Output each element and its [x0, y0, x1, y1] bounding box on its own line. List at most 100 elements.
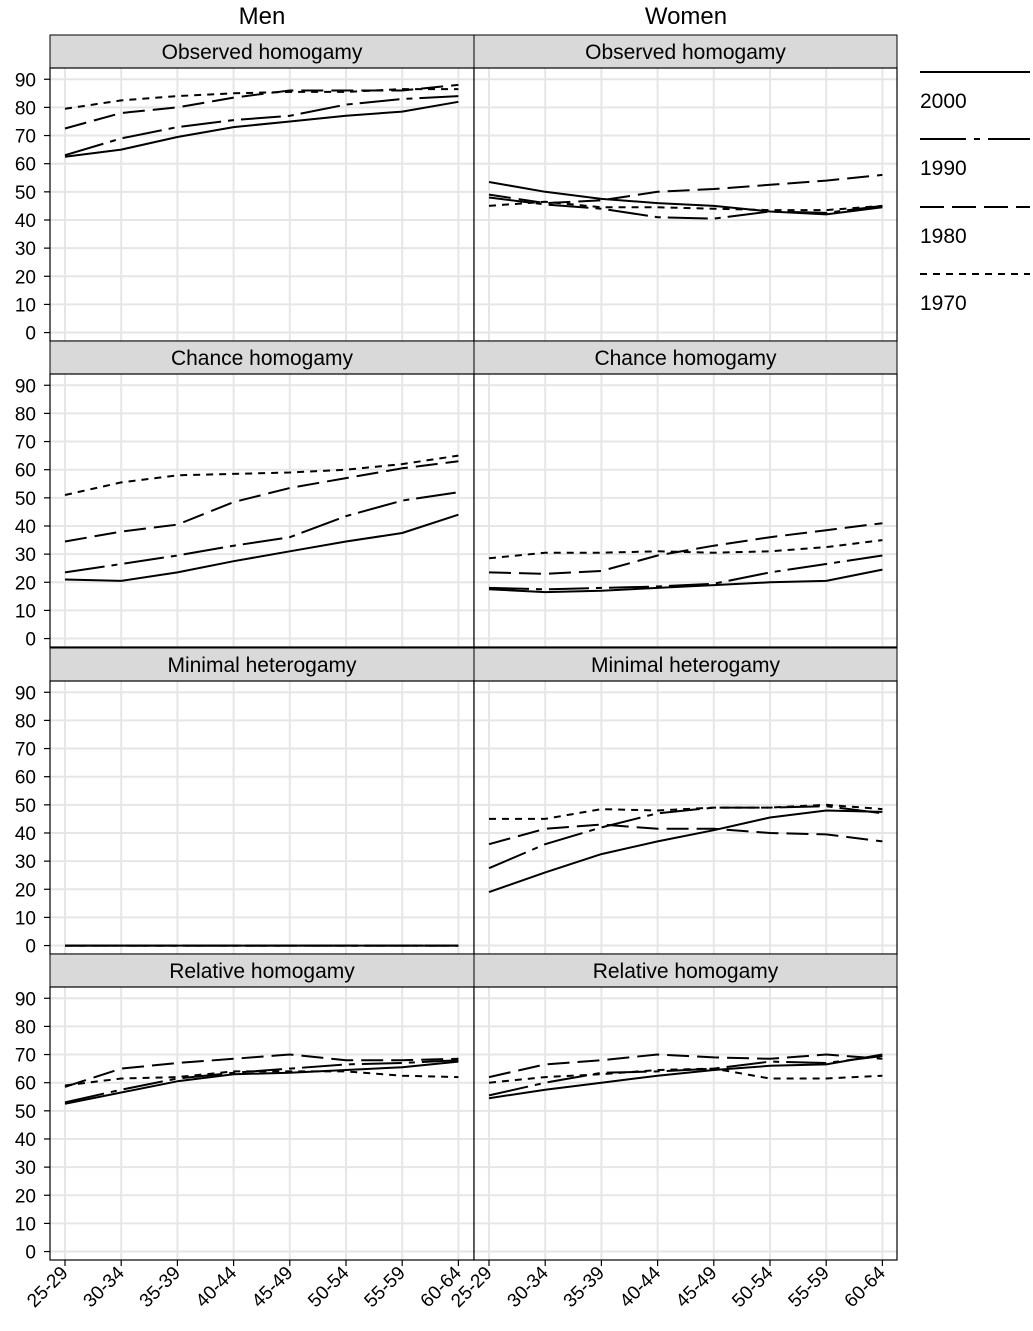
- legend-label-2000: 2000: [920, 90, 967, 113]
- y-tick-label: 30: [15, 1158, 36, 1179]
- panel-chance-homogamy-men: Chance homogamy: [49, 340, 475, 648]
- x-axis: 25-29 30-34 35-39 40-44 45-49 50-54 55-59 60-64…: [23, 1260, 890, 1312]
- y-tick-label: 80: [15, 711, 36, 732]
- series-line-1970: [64, 1070, 459, 1087]
- series-line-1980: [488, 1053, 883, 1079]
- x-tick-label: 45-49: [672, 1263, 721, 1312]
- series-line-1980: [488, 522, 883, 575]
- panel-title: Chance homogamy: [171, 347, 354, 370]
- legend-label-1970: 1970: [920, 292, 967, 315]
- series-line-1980: [64, 1053, 459, 1088]
- series-line-1990: [64, 95, 459, 157]
- y-tick-label: 90: [15, 376, 36, 397]
- panel-title: Minimal heterogamy: [591, 654, 781, 677]
- x-tick-label: 35-39: [136, 1263, 185, 1312]
- plot-area: [50, 68, 474, 341]
- y-tick-label: 20: [15, 267, 36, 288]
- y-tick-label: 70: [15, 740, 36, 761]
- panel-strip: [49, 647, 475, 682]
- y-tick-label: 90: [15, 683, 36, 704]
- panel-grid: Observed homogamy Observed homogamy Chance…: [49, 34, 898, 1261]
- y-tick-label: 0: [25, 324, 36, 345]
- y-tick-label: 60: [15, 768, 36, 789]
- y-tick-label: 50: [15, 489, 36, 510]
- series-line-2000: [488, 568, 883, 594]
- y-tick-label: 0: [25, 630, 36, 651]
- series-line-1990: [488, 805, 883, 870]
- y-tick-label: 60: [15, 155, 36, 176]
- panel-strip: [473, 340, 898, 375]
- y-tick-label: 80: [15, 404, 36, 425]
- panel-title: Relative homogamy: [593, 960, 779, 983]
- panel-border: [473, 986, 898, 1261]
- series-line-1970: [488, 200, 883, 212]
- panel-relative-homogamy-women: Relative homogamy: [473, 953, 898, 1261]
- y-tick-label: 30: [15, 239, 36, 260]
- y-tick-label: 50: [15, 796, 36, 817]
- panel-strip: [473, 34, 898, 69]
- y-tick-label: 80: [15, 1017, 36, 1038]
- panel-strip: [49, 34, 475, 69]
- y-tick-label: 40: [15, 517, 36, 538]
- panel-title: Observed homogamy: [585, 41, 786, 64]
- plot-area: [474, 987, 897, 1260]
- y-tick-label: 30: [15, 852, 36, 873]
- x-tick-label: 50-54: [728, 1262, 778, 1312]
- plot-area: [474, 374, 897, 647]
- y-tick-label: 40: [15, 1130, 36, 1151]
- series-line-1970: [489, 803, 883, 820]
- x-tick-label: 30-34: [80, 1262, 130, 1312]
- series-line-1970: [488, 539, 883, 560]
- y-tick-label: 60: [15, 461, 36, 482]
- series-line-1990: [488, 554, 883, 591]
- x-tick-label: 55-59: [361, 1263, 410, 1312]
- plot-area: [50, 681, 474, 954]
- y-tick-label: 90: [15, 70, 36, 91]
- x-tick-label: 45-49: [248, 1263, 297, 1312]
- panel-border: [473, 373, 898, 648]
- panel-title: Relative homogamy: [169, 960, 355, 983]
- panel-title: Chance homogamy: [594, 347, 777, 370]
- y-tick-label: 70: [15, 127, 36, 148]
- x-tick-label: 35-39: [560, 1263, 609, 1312]
- legend-label-1990: 1990: [920, 157, 967, 180]
- y-tick-label: 30: [15, 545, 36, 566]
- series-line-1970: [488, 1067, 883, 1084]
- column-header-men: Men: [239, 3, 286, 30]
- y-tick-label: 10: [15, 601, 36, 622]
- y-tick-label: 50: [15, 183, 36, 204]
- y-tick-label: 90: [15, 989, 36, 1010]
- x-tick-label: 30-34: [504, 1262, 554, 1312]
- y-tick-label: 60: [15, 1074, 36, 1095]
- y-tick-label: 10: [15, 295, 36, 316]
- y-tick-label: 70: [15, 1046, 36, 1067]
- series-line-2000: [488, 181, 883, 216]
- panel-strip: [49, 340, 475, 375]
- panel-observed-homogamy-women: Observed homogamy: [473, 34, 898, 342]
- panel-strip: [473, 953, 898, 988]
- series-line-1980: [488, 823, 883, 846]
- y-tick-label: 80: [15, 98, 36, 119]
- legend: 2000 1990 1980 1970: [920, 71, 1030, 315]
- panel-observed-homogamy-men: Observed homogamy: [49, 34, 475, 342]
- legend-label-1980: 1980: [920, 225, 967, 248]
- y-tick-label: 0: [25, 1243, 36, 1264]
- series-line-2000: [64, 100, 459, 158]
- x-tick-label: 25-29: [23, 1263, 72, 1312]
- series-line-1970: [64, 454, 459, 496]
- plot-area: [474, 681, 897, 954]
- series-line-1990: [488, 196, 883, 220]
- x-tick-label: 40-44: [616, 1262, 666, 1312]
- series-line-2000: [64, 513, 459, 582]
- y-tick-label: 20: [15, 573, 36, 594]
- series-line-2000: [488, 1053, 883, 1100]
- y-tick-label: 70: [15, 433, 36, 454]
- column-header-women: Women: [645, 3, 727, 30]
- panel-chance-homogamy-women: Chance homogamy: [473, 340, 898, 648]
- series-line-1990: [64, 491, 459, 574]
- series-line-2000: [488, 809, 883, 894]
- x-tick-label: 40-44: [192, 1262, 242, 1312]
- panel-title: Minimal heterogamy: [167, 654, 357, 677]
- x-tick-label: 55-59: [785, 1263, 834, 1312]
